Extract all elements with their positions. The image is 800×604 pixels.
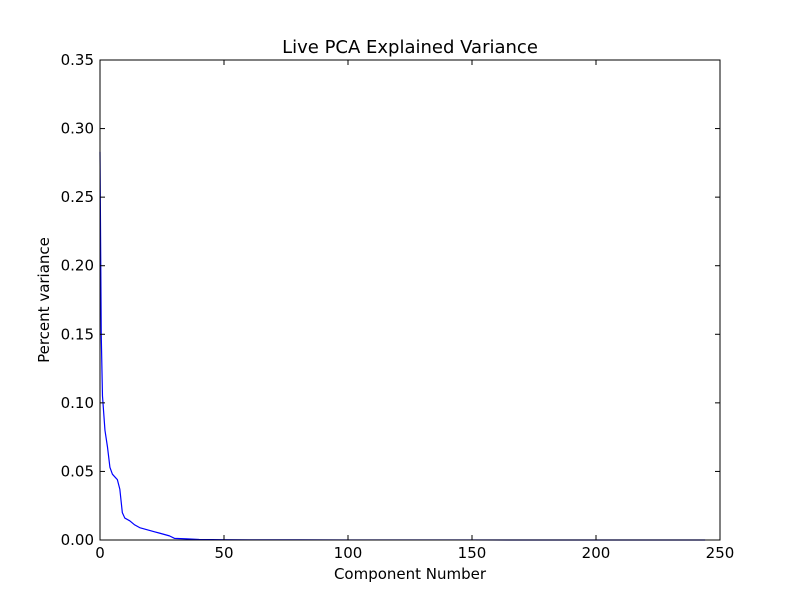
x-tick-label: 150 [458,544,487,562]
y-tick-label: 0.20 [61,257,94,275]
y-tick-label: 0.00 [61,531,94,549]
y-tick-label: 0.35 [61,51,94,69]
x-tick-label: 100 [334,544,363,562]
plot-frame [99,59,721,541]
plot-area: 0 50 100 150 200 250 0.00 0.05 0.10 0.15 0.20 0.25 0… [61,51,735,562]
x-tick-label: 250 [706,544,735,562]
y-tick-label: 0.10 [61,394,94,412]
x-axis-label: Component Number [334,565,487,583]
x-tick-label: 0 [95,544,105,562]
x-tick-label: 200 [582,544,611,562]
x-tick-label: 50 [214,544,233,562]
chart-title: Live PCA Explained Variance [282,37,538,58]
y-axis-label: Percent variance [35,237,53,363]
series-line-0 [99,151,706,541]
y-tick-label: 0.05 [61,462,94,480]
y-tick-label: 0.25 [61,188,94,206]
y-tick-label: 0.30 [61,120,94,138]
y-tick-label: 0.15 [61,325,94,343]
